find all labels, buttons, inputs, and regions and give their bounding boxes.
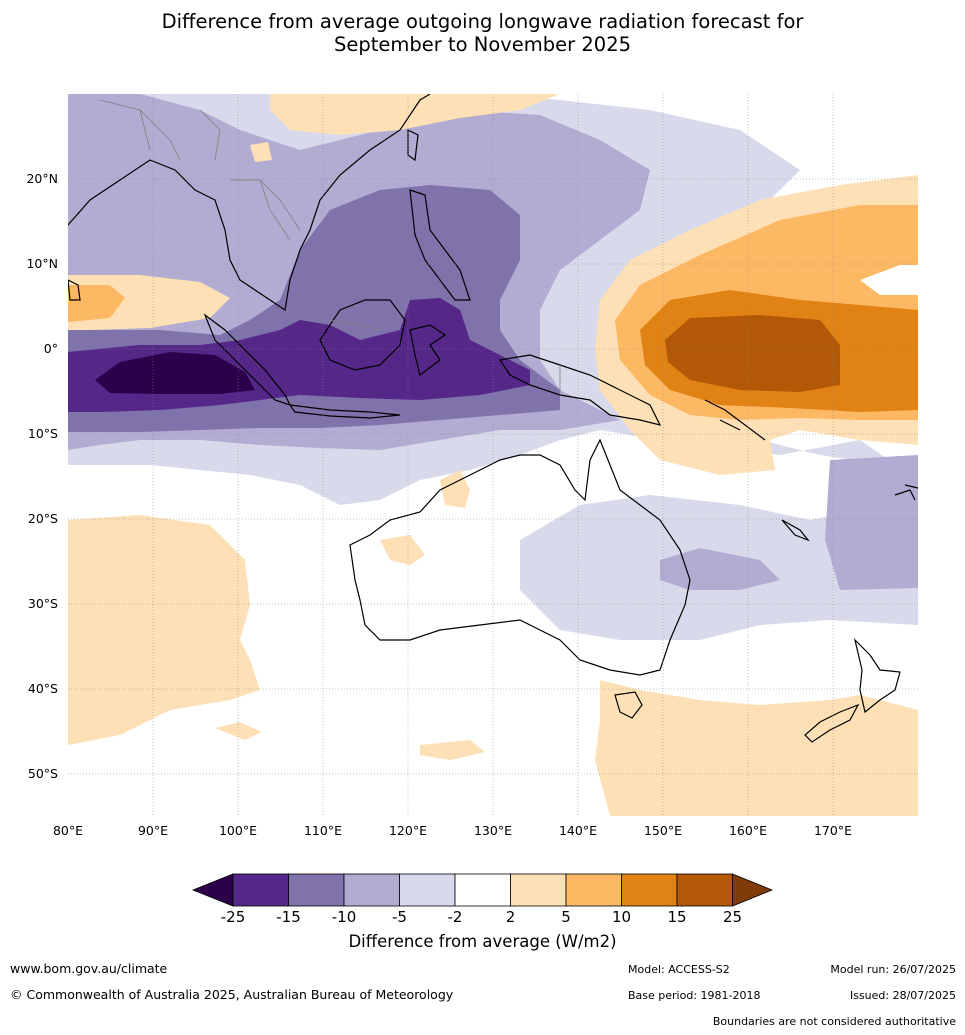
colorbar-tick: 10 <box>612 908 631 926</box>
lat-label-10n: 10°N <box>26 256 58 271</box>
lon-label-150e: 150°E <box>644 823 682 838</box>
sulawesi-coastline <box>409 324 447 377</box>
chart-title: Difference from average outgoing longwav… <box>0 10 965 56</box>
colorbar <box>191 873 774 907</box>
new-caledonia <box>781 519 810 542</box>
anomaly-region-darkest-orange-pacific <box>665 315 840 392</box>
new-guinea-coastline <box>498 354 662 426</box>
colorbar-title: Difference from average (W/m2) <box>348 932 617 951</box>
longitude-labels: 80°E 90°E 100°E 110°E 120°E 130°E 140°E … <box>53 823 852 838</box>
boundaries-disclaimer: Boundaries are not considered authoritat… <box>712 1015 956 1028</box>
taiwan-coastline <box>407 129 419 162</box>
anomaly-region-purple-east <box>825 455 918 590</box>
lon-label-170e: 170°E <box>814 823 852 838</box>
colorbar-swatch-7 <box>565 873 622 907</box>
latitude-labels: 20°N 10°N 0° 10°S 20°S 30°S 40°S 50°S <box>26 171 58 781</box>
colorbar-tick: -2 <box>448 908 463 926</box>
anomaly-region-orange-north <box>270 94 560 135</box>
country-borders <box>99 99 561 395</box>
borneo-coastline <box>319 299 406 371</box>
colorbar-tick: -15 <box>276 908 301 926</box>
lon-label-90e: 90°E <box>138 823 168 838</box>
colorbar-tick: 15 <box>667 908 686 926</box>
colorbar-tick: -5 <box>392 908 407 926</box>
philippines-coastline <box>409 189 471 301</box>
model-run-date: Model run: 26/07/2025 <box>830 963 956 976</box>
colorbar-swatch-6 <box>510 873 567 907</box>
lon-label-120e: 120°E <box>389 823 427 838</box>
colorbar-extend-high <box>732 873 774 907</box>
model-name: Model: ACCESS-S2 <box>628 963 730 976</box>
lat-label-0: 0° <box>44 341 58 356</box>
anomaly-region-orange-small-1 <box>440 470 470 508</box>
lat-label-10s: 10°S <box>28 426 58 441</box>
title-line-2: September to November 2025 <box>333 33 632 56</box>
anomaly-region-orange-small-3 <box>420 740 485 760</box>
anomaly-region-orange-south-west <box>68 515 260 745</box>
sri-lanka-coastline <box>68 279 81 301</box>
website-link[interactable]: www.bom.gov.au/climate <box>10 961 168 976</box>
solomon-islands <box>704 399 766 441</box>
colorbar-swatch-8 <box>621 873 678 907</box>
colorbar-tick: -10 <box>332 908 357 926</box>
title-line-1: Difference from average outgoing longwav… <box>161 10 804 33</box>
colorbar-swatch-1 <box>232 873 289 907</box>
australia-coastline <box>349 438 691 676</box>
anomaly-region-deep-purple <box>95 352 255 394</box>
anomaly-region-orange-indian-core <box>68 285 125 322</box>
colorbar-tick-labels: -25 -15 -10 -5 -2 2 5 10 15 25 <box>221 908 742 926</box>
colorbar-tick: 2 <box>506 908 516 926</box>
lon-label-100e: 100°E <box>219 823 257 838</box>
base-period: Base period: 1981-2018 <box>628 989 761 1002</box>
lat-label-30s: 30°S <box>28 596 58 611</box>
issued-date: Issued: 28/07/2025 <box>849 989 956 1002</box>
colorbar-extend-low <box>191 873 234 907</box>
anomaly-region-orange-small-2 <box>380 535 425 565</box>
copyright-text: © Commonwealth of Australia 2025, Austra… <box>10 987 454 1002</box>
lon-label-110e: 110°E <box>304 823 342 838</box>
java-coastline <box>288 404 401 419</box>
lon-label-160e: 160°E <box>729 823 767 838</box>
lon-label-130e: 130°E <box>474 823 512 838</box>
colorbar-swatch-3 <box>343 873 400 907</box>
tasmania-coastline <box>614 691 643 719</box>
colorbar-swatch-9 <box>676 873 733 907</box>
fiji-islands <box>894 484 918 501</box>
colorbar-tick: 5 <box>561 908 571 926</box>
colorbar-swatch-2 <box>288 873 345 907</box>
new-zealand-north-coastline <box>853 638 901 714</box>
colorbar-tick: -25 <box>221 908 246 926</box>
new-zealand-south-coastline <box>804 703 860 743</box>
lat-label-20n: 20°N <box>26 171 58 186</box>
anomaly-field <box>68 94 918 816</box>
anomaly-region-white-npac <box>860 265 918 295</box>
lon-label-80e: 80°E <box>53 823 83 838</box>
asia-coastline <box>68 94 431 312</box>
anomaly-region-orange-small-4 <box>215 722 262 740</box>
lat-label-20s: 20°S <box>28 511 58 526</box>
anomaly-region-orange-small-5 <box>250 142 272 162</box>
lat-label-50s: 50°S <box>28 766 58 781</box>
lat-label-40s: 40°S <box>28 681 58 696</box>
colorbar-swatch-4 <box>399 873 456 907</box>
colorbar-tick: 25 <box>723 908 742 926</box>
colorbar-swatch-5 <box>454 873 511 907</box>
lon-label-140e: 140°E <box>559 823 597 838</box>
graticule <box>68 94 918 816</box>
